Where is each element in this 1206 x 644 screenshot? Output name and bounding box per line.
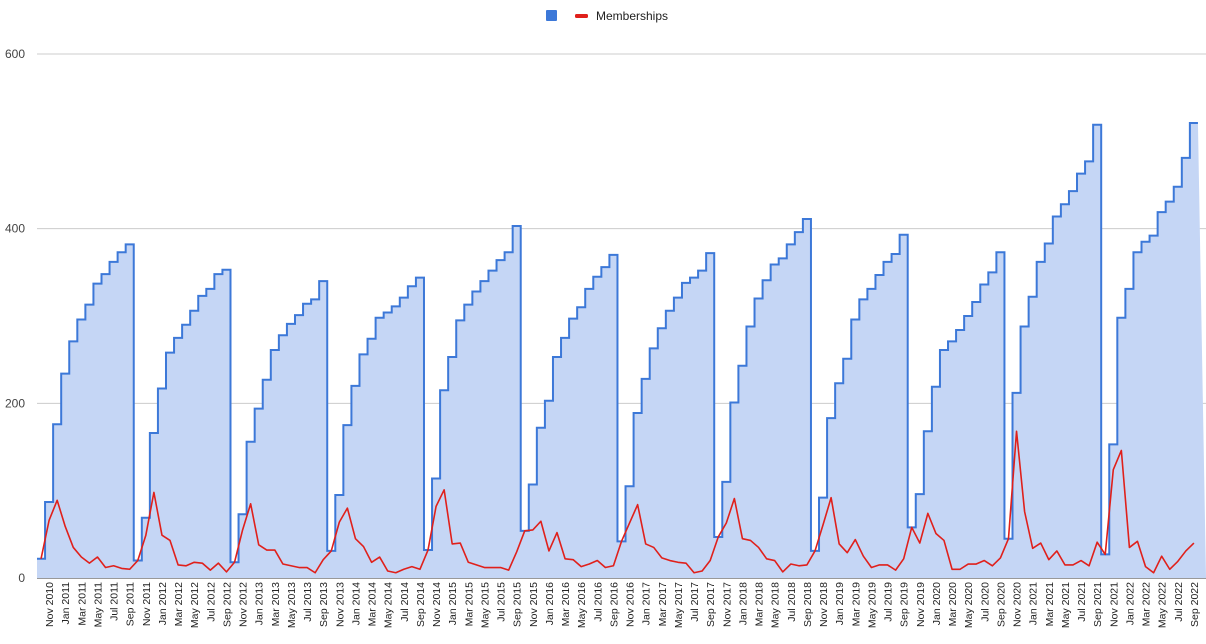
x-tick-label: May 2013 [286, 582, 298, 628]
x-tick-label: May 2016 [576, 582, 588, 628]
y-tick-label: 200 [5, 396, 25, 410]
x-tick-label: Mar 2011 [76, 582, 88, 626]
x-tick-label: Jan 2011 [60, 582, 72, 625]
y-axis: 0 200 400 600 [5, 47, 25, 585]
x-tick-label: Mar 2018 [754, 582, 766, 627]
y-tick-label: 400 [5, 222, 25, 236]
x-tick-label: Sep 2015 [512, 582, 524, 627]
legend-swatch-memberships [575, 14, 588, 18]
x-tick-label: Mar 2013 [270, 582, 282, 627]
x-tick-label: Mar 2014 [367, 582, 379, 627]
x-tick-label: Sep 2013 [318, 582, 330, 627]
x-tick-label: Nov 2015 [528, 582, 540, 627]
x-tick-label: Jul 2022 [1173, 582, 1185, 622]
x-tick-label: Mar 2019 [850, 582, 862, 627]
x-tick-label: Nov 2011 [141, 582, 153, 626]
x-tick-label: Jul 2011 [109, 582, 121, 621]
x-tick-label: May 2017 [673, 582, 685, 628]
x-tick-label: May 2021 [1060, 582, 1072, 628]
x-tick-label: Sep 2011 [125, 582, 137, 626]
x-tick-label: May 2012 [189, 582, 201, 628]
cumulative-step-line [37, 121, 1198, 564]
cumulative-series [37, 121, 1206, 578]
x-tick-label: Nov 2018 [818, 582, 830, 627]
x-tick-label: Jan 2018 [737, 582, 749, 625]
legend-swatch-cumulative [546, 10, 557, 21]
x-tick-label: Sep 2018 [802, 582, 814, 627]
x-tick-label: Mar 2017 [657, 582, 669, 627]
x-tick-label: Jul 2019 [883, 582, 895, 622]
x-tick-label: Jan 2016 [544, 582, 556, 625]
x-tick-label: Jul 2012 [205, 582, 217, 622]
x-tick-label: Jan 2022 [1124, 582, 1136, 625]
x-tick-label: May 2011 [92, 582, 104, 627]
x-tick-label: Sep 2020 [995, 582, 1007, 627]
x-tick-label: Sep 2012 [221, 582, 233, 627]
x-tick-label: Nov 2019 [915, 582, 927, 627]
x-tick-label: Sep 2016 [608, 582, 620, 627]
x-tick-label: May 2022 [1157, 582, 1169, 628]
x-axis: Nov 2010 Jan 2011 Mar 2011 May 2011 Jul 2011… [44, 582, 1201, 628]
x-tick-label: May 2015 [479, 582, 491, 628]
x-tick-label: Jan 2014 [350, 582, 362, 625]
x-tick-label: Jan 2013 [254, 582, 266, 625]
x-tick-label: Jan 2015 [447, 582, 459, 625]
x-tick-label: Jul 2014 [399, 582, 411, 622]
x-tick-label: May 2019 [866, 582, 878, 628]
x-tick-label: Mar 2021 [1044, 582, 1056, 627]
x-tick-label: Jan 2020 [931, 582, 943, 625]
x-tick-label: Sep 2021 [1092, 582, 1104, 627]
x-tick-label: Mar 2020 [947, 582, 959, 627]
y-tick-label: 600 [5, 47, 25, 61]
x-tick-label: Mar 2012 [173, 582, 185, 627]
x-tick-label: Jul 2017 [689, 582, 701, 622]
x-tick-label: May 2020 [963, 582, 975, 628]
x-tick-label: Nov 2010 [44, 582, 56, 627]
x-tick-label: Jan 2017 [641, 582, 653, 625]
x-tick-label: Sep 2019 [899, 582, 911, 627]
x-tick-label: Mar 2016 [560, 582, 572, 627]
y-tick-label: 0 [18, 571, 25, 585]
x-tick-label: Jul 2015 [496, 582, 508, 622]
x-tick-label: Nov 2013 [334, 582, 346, 627]
memberships-line [40, 430, 1195, 574]
x-tick-label: Jul 2021 [1076, 582, 1088, 622]
x-tick-label: May 2014 [383, 582, 395, 628]
x-tick-label: Nov 2014 [431, 582, 443, 627]
x-tick-label: Jul 2020 [979, 582, 991, 622]
x-tick-label: Nov 2017 [721, 582, 733, 627]
cumulative-area-fill [37, 122, 1206, 578]
x-tick-label: Nov 2016 [625, 582, 637, 627]
x-tick-label: Jan 2012 [157, 582, 169, 625]
legend-label-memberships: Memberships [596, 9, 668, 23]
x-tick-label: Nov 2012 [238, 582, 250, 627]
x-tick-label: Mar 2022 [1141, 582, 1153, 627]
memberships-series [40, 430, 1195, 574]
x-tick-label: Sep 2022 [1189, 582, 1201, 627]
x-tick-label: Jul 2013 [302, 582, 314, 622]
x-tick-label: May 2018 [770, 582, 782, 628]
legend[interactable]: Memberships [546, 9, 668, 23]
x-tick-label: Jul 2016 [592, 582, 604, 622]
x-tick-label: Sep 2017 [705, 582, 717, 627]
x-tick-label: Nov 2020 [1012, 582, 1024, 627]
x-tick-label: Jan 2019 [834, 582, 846, 625]
x-tick-label: Sep 2014 [415, 582, 427, 627]
x-tick-label: Jan 2021 [1028, 582, 1040, 625]
x-tick-label: Mar 2015 [463, 582, 475, 627]
x-tick-label: Nov 2021 [1108, 582, 1120, 627]
x-tick-label: Jul 2018 [786, 582, 798, 622]
